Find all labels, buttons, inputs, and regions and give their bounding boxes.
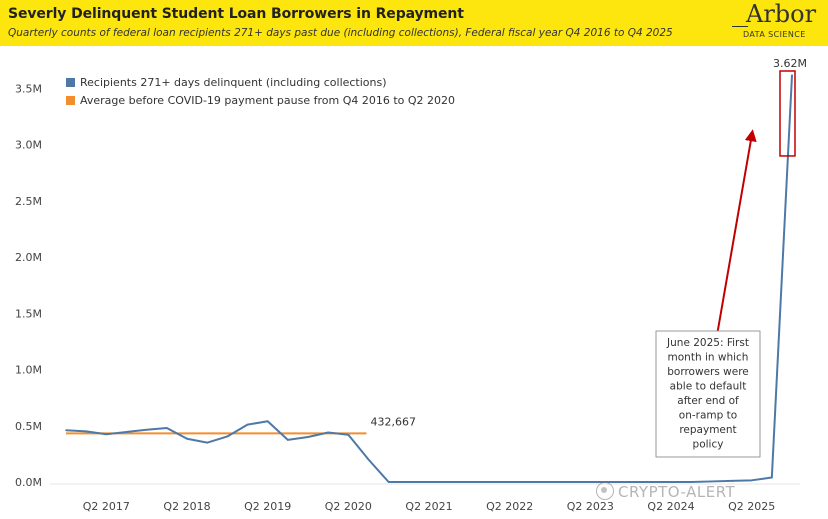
data-point [791, 74, 793, 76]
data-point [448, 481, 450, 483]
legend-item-delinquent-swatch [66, 78, 75, 87]
data-point [690, 481, 692, 483]
logo-wordmark: Arbor [746, 0, 817, 28]
data-point [468, 481, 471, 483]
y-tick-label: 3.5M [15, 82, 42, 95]
peak-highlight-box [779, 70, 796, 157]
x-tick-label: Q2 2024 [647, 500, 694, 513]
y-tick-label: 2.5M [15, 195, 42, 208]
legend-item-delinquent-label: Recipients 271+ days delinquent (includi… [80, 76, 387, 89]
y-tick-label: 2.0M [15, 251, 42, 264]
camera-icon [596, 482, 614, 500]
data-point [750, 479, 753, 482]
data-point [246, 423, 249, 426]
data-point [125, 431, 128, 433]
average-value-label: 432,667 [370, 415, 416, 428]
callout-arrow [715, 129, 757, 342]
line-chart: 0.0M 0.5M 1.0M 1.5M 2.0M 2.5M 3.0M 3.5M Q2 2017 Q… [15, 57, 807, 513]
y-tick-label: 3.0M [15, 139, 42, 152]
data-point [771, 476, 773, 479]
data-point [508, 481, 511, 483]
data-point [145, 428, 148, 431]
x-tick-label: Q2 2023 [567, 500, 614, 513]
data-point [327, 431, 329, 434]
watermark-text: CRYPTO-ALERT [618, 483, 736, 501]
data-point [428, 481, 430, 483]
data-point [287, 439, 289, 441]
data-point [488, 481, 491, 483]
data-point [347, 433, 350, 436]
callout-text: June 2025: First month in which borrowers … [666, 337, 749, 451]
x-tick-label: Q2 2020 [325, 500, 372, 513]
data-point [105, 433, 108, 436]
title-banner: Severly Delinquent Student Loan Borrower… [0, 0, 828, 46]
data-point [529, 481, 531, 483]
x-tick-label: Q2 2022 [486, 500, 533, 513]
logo-tagline: DATA SCIENCE [743, 30, 806, 39]
x-tick-label: Q2 2018 [163, 500, 210, 513]
y-tick-label: 0.5M [15, 420, 42, 433]
y-tick-label: 0.0M [15, 476, 42, 489]
callout-box [655, 330, 761, 458]
data-point [266, 420, 269, 423]
data-point [307, 436, 309, 438]
peak-value-label: 3.62M [773, 57, 807, 70]
data-point [186, 437, 188, 440]
x-tick-label: Q2 2025 [728, 500, 775, 513]
x-tick-label: Q2 2017 [83, 500, 130, 513]
data-point [367, 458, 370, 461]
y-tick-label: 1.0M [15, 364, 42, 377]
arbor-logo: Arbor DATA SCIENCE [732, 0, 822, 44]
watermark: CRYPTO-ALERT [596, 482, 735, 501]
data-point [730, 480, 733, 482]
chart-subtitle: Quarterly counts of federal loan recipie… [8, 27, 673, 39]
y-tick-label: 1.5M [15, 307, 42, 320]
data-point [65, 429, 67, 432]
data-point [670, 481, 672, 483]
x-tick-label: Q2 2019 [244, 500, 291, 513]
data-point [569, 481, 571, 483]
data-point [408, 481, 410, 483]
x-tick-label: Q2 2021 [405, 500, 452, 513]
data-point [166, 427, 168, 429]
legend-item-average-swatch [66, 96, 75, 105]
data-point [549, 481, 551, 483]
data-point [226, 435, 229, 438]
data-point [710, 480, 713, 483]
data-point [609, 481, 612, 483]
logo-line [732, 26, 748, 27]
legend-item-average-label: Average before COVID-19 payment pause fr… [80, 94, 455, 107]
data-point [589, 481, 592, 483]
data-point [206, 441, 208, 444]
chart-title: Severly Delinquent Student Loan Borrower… [8, 6, 464, 22]
data-point [629, 481, 632, 483]
data-point [85, 430, 87, 433]
data-point [387, 481, 390, 483]
data-point [650, 481, 652, 483]
